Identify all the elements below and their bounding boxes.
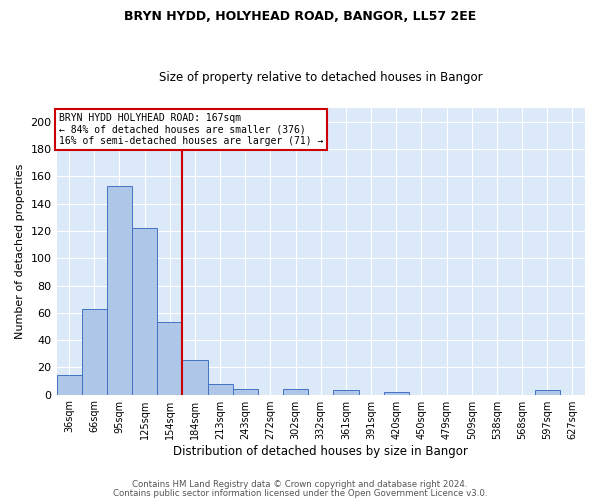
Bar bbox=[283, 389, 308, 394]
Text: BRYN HYDD HOLYHEAD ROAD: 167sqm
← 84% of detached houses are smaller (376)
16% o: BRYN HYDD HOLYHEAD ROAD: 167sqm ← 84% of… bbox=[59, 112, 323, 146]
Bar bbox=[334, 390, 359, 394]
Bar bbox=[182, 360, 208, 394]
Text: Contains HM Land Registry data © Crown copyright and database right 2024.: Contains HM Land Registry data © Crown c… bbox=[132, 480, 468, 489]
Bar bbox=[233, 389, 258, 394]
Text: Contains public sector information licensed under the Open Government Licence v3: Contains public sector information licen… bbox=[113, 489, 487, 498]
Bar bbox=[107, 186, 132, 394]
Y-axis label: Number of detached properties: Number of detached properties bbox=[15, 164, 25, 339]
Bar bbox=[208, 384, 233, 394]
Bar bbox=[56, 376, 82, 394]
Bar bbox=[82, 308, 107, 394]
Title: Size of property relative to detached houses in Bangor: Size of property relative to detached ho… bbox=[159, 70, 482, 84]
Text: BRYN HYDD, HOLYHEAD ROAD, BANGOR, LL57 2EE: BRYN HYDD, HOLYHEAD ROAD, BANGOR, LL57 2… bbox=[124, 10, 476, 23]
Bar bbox=[132, 228, 157, 394]
Bar bbox=[157, 322, 182, 394]
Bar bbox=[383, 392, 409, 394]
X-axis label: Distribution of detached houses by size in Bangor: Distribution of detached houses by size … bbox=[173, 444, 468, 458]
Bar bbox=[535, 390, 560, 394]
